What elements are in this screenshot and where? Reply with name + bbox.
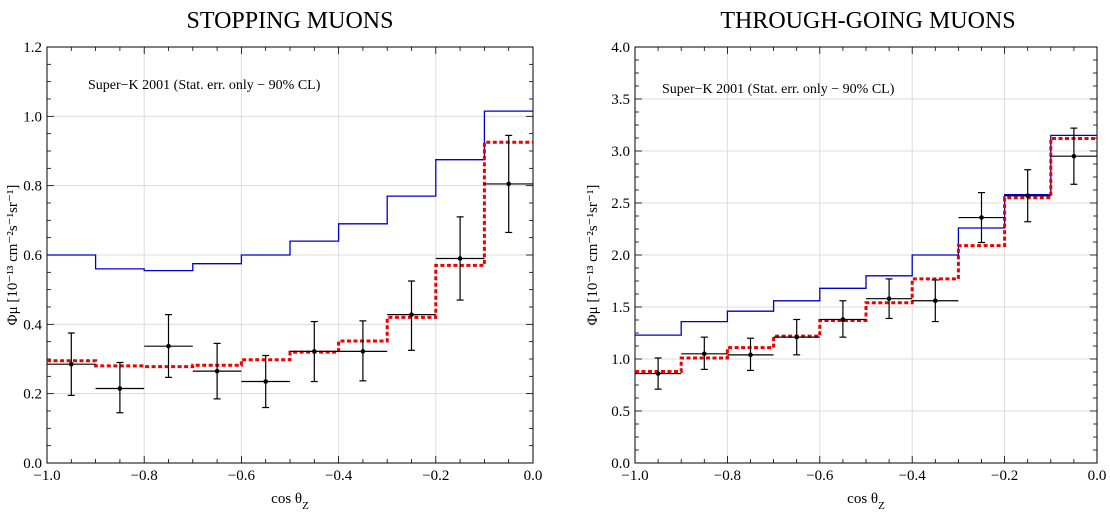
- through-going-muons-panel: THROUGH-GOING MUONS −1.0 −0.8 −0.6 −0.4 −0.2…: [585, 8, 1106, 512]
- y-tick-label: 0.0: [23, 456, 42, 472]
- legend-annotation: Super−K 2001 (Stat. err. only − 90% CL): [662, 82, 895, 97]
- point-marker: [506, 181, 512, 187]
- point-marker: [69, 361, 74, 367]
- point-marker: [840, 317, 846, 322]
- y-tick-label: 1.0: [23, 109, 42, 125]
- y-tick-label: 1.2: [23, 40, 42, 56]
- x-tick-label: −1.0: [33, 468, 60, 484]
- data-point: [1004, 169, 1051, 223]
- data-point: [958, 192, 1005, 244]
- point-marker: [263, 379, 269, 384]
- stopping-muons-panel: STOPPING MUONS −1.0 −0.8 −0.6 −0.4 −0.2 0.0 0.…: [5, 8, 542, 512]
- data-point: [192, 342, 242, 400]
- plot-marks: [635, 127, 1097, 390]
- y-tick-label: 0.0: [611, 456, 630, 472]
- data-point: [387, 280, 436, 351]
- solid-blue-step-line: [47, 110, 533, 272]
- data-point: [912, 279, 959, 323]
- point-marker: [166, 343, 171, 349]
- y-tick-label: 0.4: [23, 317, 42, 333]
- x-tick-label: −0.2: [422, 468, 449, 484]
- chart-title: STOPPING MUONS: [187, 8, 394, 34]
- x-axis-label-sub: Z: [878, 500, 885, 512]
- data-point: [819, 300, 866, 338]
- y-tick-label: 0.6: [23, 248, 42, 264]
- x-tick-label: −0.4: [325, 468, 353, 484]
- data-point: [773, 318, 820, 356]
- x-tick-label: −0.4: [899, 468, 927, 484]
- data-point: [435, 216, 485, 301]
- data-point: [727, 337, 774, 372]
- data-point: [47, 332, 96, 396]
- data-point: [484, 134, 533, 234]
- y-axis-label: Φμ [10⁻¹³ cm⁻²s⁻¹sr⁻¹]: [5, 185, 21, 326]
- x-axis-label-sub: Z: [302, 500, 309, 512]
- data-point: [241, 354, 290, 409]
- point-marker: [702, 351, 707, 357]
- y-tick-label: 0.8: [23, 179, 42, 195]
- data-point: [1050, 127, 1097, 185]
- x-tick-label: 0.0: [1088, 468, 1107, 484]
- y-tick-label: 4.0: [611, 40, 630, 56]
- point-marker: [748, 352, 753, 358]
- point-marker: [1071, 153, 1077, 159]
- solid-blue-step-line: [635, 134, 1097, 336]
- x-tick-label: 0.0: [524, 468, 543, 484]
- x-axis-label-main: cos θ: [271, 491, 302, 507]
- point-marker: [655, 371, 661, 376]
- point-marker: [409, 312, 414, 317]
- x-axis-label: cos θZ: [847, 491, 885, 512]
- data-point: [338, 320, 388, 382]
- x-tick-label: −0.6: [806, 468, 834, 484]
- x-tick-label: −0.2: [991, 468, 1018, 484]
- y-tick-label: 1.5: [611, 300, 630, 316]
- y-tick-label: 3.5: [611, 92, 630, 108]
- data-point: [95, 361, 145, 414]
- x-axis-label: cos θZ: [271, 491, 309, 512]
- point-marker: [886, 296, 892, 301]
- data-point: [681, 336, 728, 370]
- y-tick-label: 2.0: [611, 248, 630, 264]
- dashed-red-step-line: [635, 137, 1097, 373]
- point-marker: [1025, 193, 1030, 199]
- point-marker: [457, 256, 463, 261]
- x-axis-label-main: cos θ: [847, 491, 878, 507]
- y-tick-label: 3.0: [611, 144, 630, 160]
- point-marker: [794, 334, 799, 340]
- y-tick-label: 1.0: [611, 352, 630, 368]
- point-marker: [933, 298, 938, 304]
- point-marker: [117, 386, 123, 391]
- data-point: [635, 357, 682, 390]
- chart-title: THROUGH-GOING MUONS: [720, 8, 1015, 34]
- grid-lines: [634, 46, 1098, 464]
- y-tick-label: 0.5: [611, 404, 630, 420]
- y-axis-label: Φμ [10⁻¹³ cm⁻²s⁻¹sr⁻¹]: [585, 185, 601, 326]
- y-tick-label: 2.5: [611, 196, 630, 212]
- x-tick-label: −1.0: [621, 468, 648, 484]
- axis-ticks: −1.0 −0.8 −0.6 −0.4 −0.2 0.0 0.0 0.5 1.0 1.5 2.0 2.…: [611, 40, 1106, 484]
- y-tick-label: 0.2: [23, 387, 42, 403]
- plot-marks: [47, 110, 533, 414]
- point-marker: [214, 368, 220, 374]
- data-point: [290, 320, 339, 383]
- x-tick-label: −0.8: [714, 468, 741, 484]
- point-marker: [312, 349, 317, 354]
- axis-ticks: −1.0 −0.8 −0.6 −0.4 −0.2 0.0 0.0 0.2 0.4 0.6 0.8 1.…: [23, 40, 542, 484]
- point-marker: [979, 215, 984, 220]
- data-point: [866, 278, 913, 320]
- x-tick-label: −0.6: [228, 468, 256, 484]
- point-marker: [360, 349, 366, 354]
- x-tick-label: −0.8: [131, 468, 158, 484]
- data-point: [144, 314, 193, 378]
- legend-annotation: Super−K 2001 (Stat. err. only − 90% CL): [88, 78, 321, 93]
